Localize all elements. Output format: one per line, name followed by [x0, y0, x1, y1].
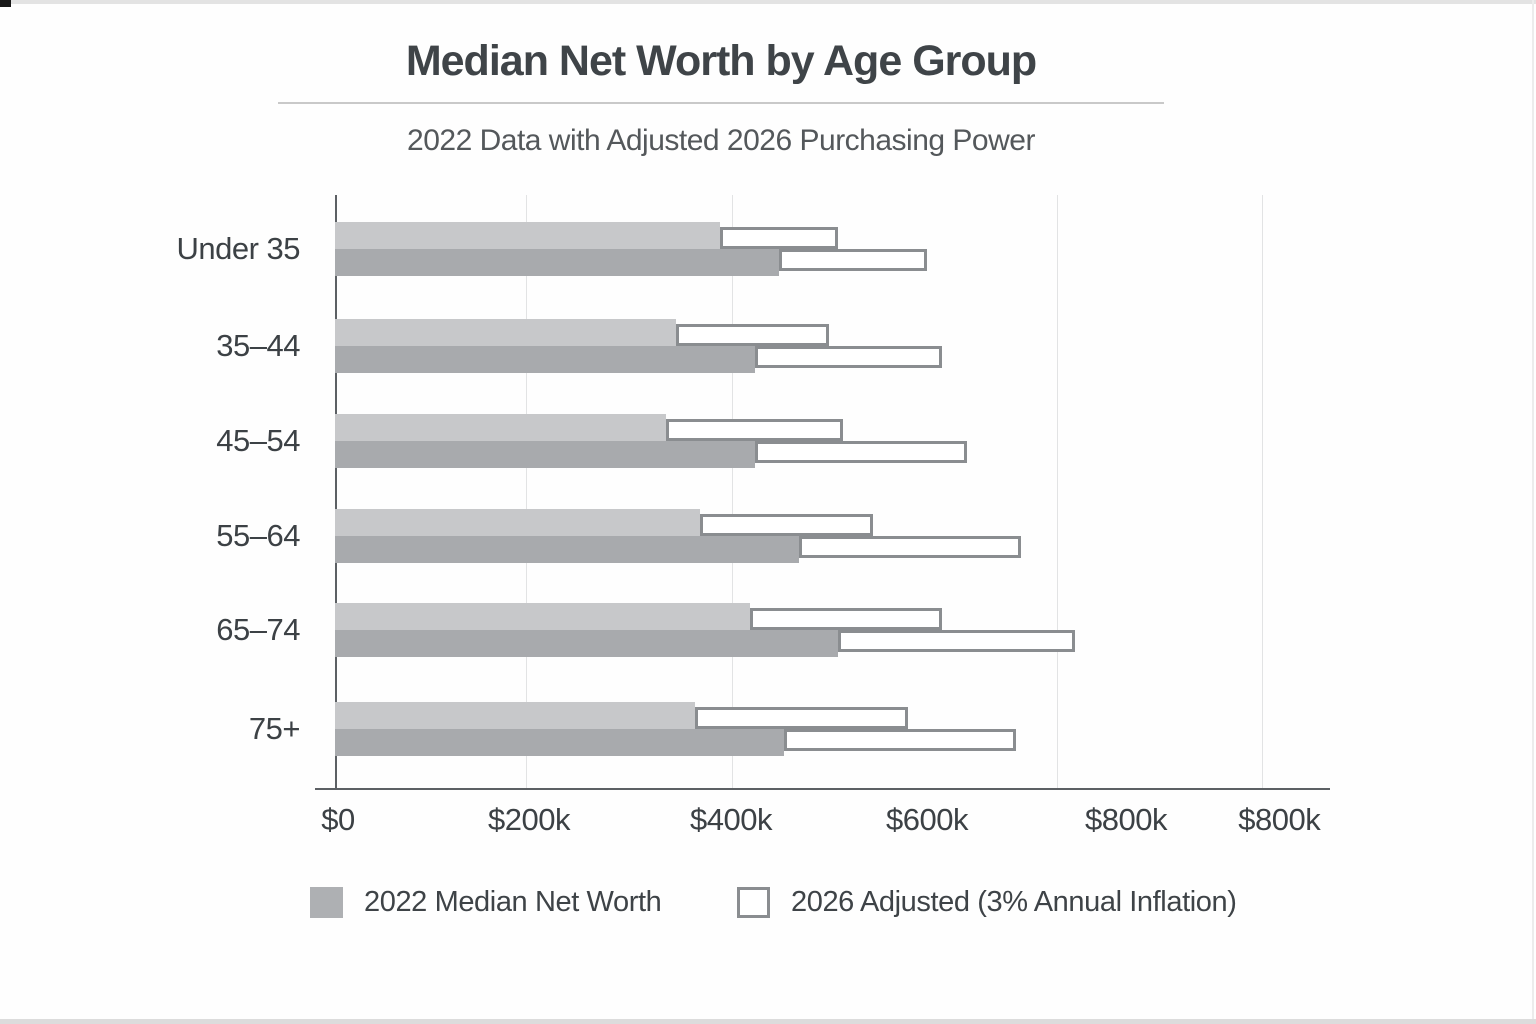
bar-2026-upper-outline: [695, 707, 908, 729]
chart-header: Median Net Worth by Age Group 2022 Data …: [278, 36, 1164, 158]
corner-mark: [0, 0, 11, 7]
bar-2026-upper-outline: [719, 227, 839, 249]
bar-2022-lower: [335, 249, 780, 276]
legend-swatch-outlined-icon: [737, 887, 770, 918]
gridline: [1057, 195, 1059, 788]
bar-2026-lower-outline: [798, 536, 1022, 558]
bar-2022-lower: [335, 630, 839, 657]
x-tick-label: $0: [321, 802, 355, 837]
y-axis-line: [335, 195, 337, 790]
bar-2026-upper-outline: [665, 419, 844, 441]
legend-item-2026: 2026 Adjusted (3% Annual Inflation): [737, 886, 1237, 919]
bar-2026-upper-outline: [749, 608, 943, 630]
page-right-edge: [1532, 0, 1534, 1024]
bar-2026-lower-outline: [784, 729, 1017, 751]
bar-2022-lower: [335, 536, 799, 563]
legend-item-2022: 2022 Median Net Worth: [310, 886, 662, 919]
x-axis-line: [315, 788, 1330, 790]
bar-2022-upper: [335, 702, 696, 729]
chart-title: Median Net Worth by Age Group: [405, 37, 1037, 85]
x-tick-label: $600k: [886, 802, 968, 837]
page-top-edge: [0, 0, 1536, 4]
plot-area: $0 $200k $400k $600k $800k $800k Under 35 35–44…: [176, 195, 1330, 837]
category-label: 75+: [248, 711, 301, 746]
bar-2022-upper: [335, 319, 676, 346]
bar-2022-lower: [335, 729, 785, 756]
gridline: [732, 195, 733, 788]
chart-subtitle: 2022 Data with Adjusted 2026 Purchasing …: [407, 123, 1035, 157]
category-label: 55–64: [216, 518, 300, 553]
x-tick-label: $200k: [488, 802, 570, 837]
bar-2026-lower-outline: [754, 346, 943, 368]
category-label: 65–74: [216, 612, 300, 647]
x-tick-label: $400k: [690, 802, 772, 837]
legend-swatch-filled-icon: [310, 887, 343, 918]
bar-2022-upper: [335, 509, 701, 536]
x-tick-label: $800k: [1085, 802, 1167, 837]
bar-2022-upper: [335, 222, 720, 249]
bar-2022-lower: [335, 346, 755, 373]
legend-label-2026: 2026 Adjusted (3% Annual Inflation): [791, 886, 1237, 918]
bar-2026-lower-outline: [779, 249, 928, 271]
gridline: [526, 195, 528, 788]
x-tick-label: $800k: [1238, 802, 1321, 837]
legend: 2022 Median Net Worth 2026 Adjusted (3% …: [0, 886, 1536, 932]
title-divider: [278, 101, 1164, 104]
bar-2026-lower-outline: [838, 630, 1076, 652]
bar-2026-lower-outline: [754, 441, 967, 463]
category-label: Under 35: [176, 231, 300, 266]
bar-2022-lower: [335, 441, 755, 468]
legend-label-2022: 2022 Median Net Worth: [364, 886, 662, 918]
bar-2026-upper-outline: [700, 514, 873, 536]
gridline: [1262, 195, 1264, 788]
bar-2026-upper-outline: [675, 324, 829, 346]
bar-2022-upper: [335, 414, 666, 441]
bar-2022-upper: [335, 603, 750, 630]
category-label: 45–54: [216, 423, 300, 458]
page-bottom-edge: [0, 1019, 1536, 1024]
category-label: 35–44: [216, 328, 300, 363]
